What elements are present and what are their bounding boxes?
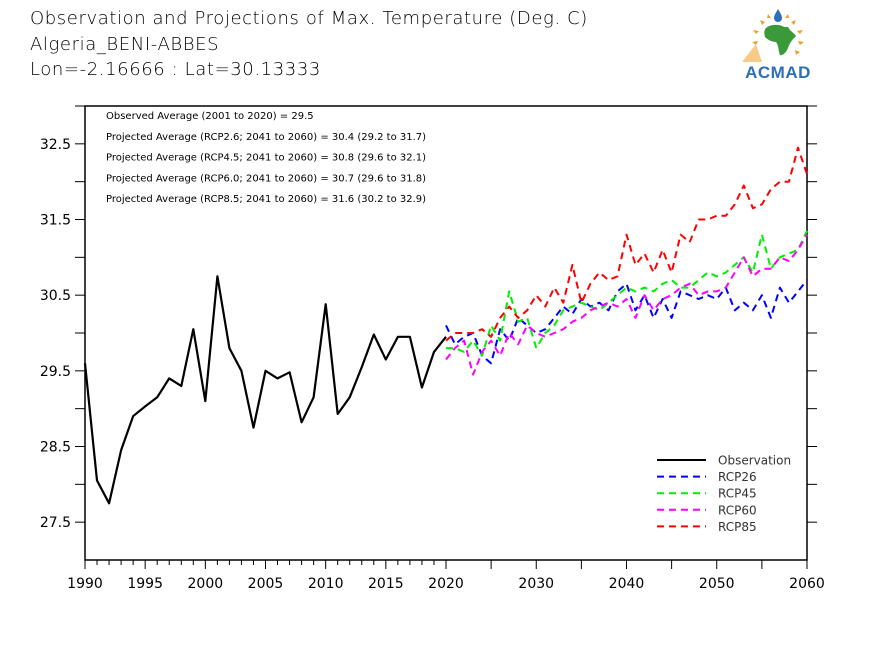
x-tick-label: 1990	[67, 576, 103, 592]
average-annotation: Observed Average (2001 to 2020) = 29.5	[106, 111, 314, 122]
y-tick-label: 30.5	[40, 288, 71, 304]
station-coordinates: Lon=-2.16666 : Lat=30.13333	[30, 59, 321, 80]
legend-label-rcp45: RCP45	[718, 487, 757, 501]
x-tick-label: 2010	[308, 576, 344, 592]
average-annotation: Projected Average (RCP2.6; 2041 to 2060)…	[106, 132, 426, 143]
legend-label-observation: Observation	[718, 454, 791, 468]
x-tick-label: 2060	[789, 576, 825, 592]
legend-label-rcp60: RCP60	[718, 503, 757, 517]
x-tick-label: 2020	[428, 576, 464, 592]
station-name: Algeria_BENI-ABBES	[30, 34, 220, 55]
legend-label-rcp26: RCP26	[718, 470, 757, 484]
sun-rays-icon	[752, 14, 804, 55]
x-tick-label: 2015	[368, 576, 404, 592]
series-line-observation	[83, 275, 447, 505]
x-tick-label: 2005	[248, 576, 284, 592]
africa-logo-icon	[742, 9, 804, 62]
africa-continent-icon	[764, 24, 796, 56]
series-line-rcp85	[445, 146, 808, 342]
series-line-rcp45	[446, 230, 808, 357]
x-tick-label: 2050	[699, 576, 735, 592]
x-tick-label: 2040	[609, 576, 645, 592]
y-tick-label: 31.5	[40, 213, 71, 229]
y-tick-label: 32.5	[40, 137, 71, 153]
x-tick-label: 2000	[188, 576, 224, 592]
legend-label-rcp85: RCP85	[718, 520, 757, 534]
average-annotation: Projected Average (RCP8.5; 2041 to 2060)…	[106, 194, 426, 205]
chart-legend: Observation RCP26 RCP45 RCP60 RCP85	[657, 454, 791, 534]
acmad-logo-text: ACMAD	[745, 63, 811, 82]
water-drop-icon	[774, 9, 782, 22]
y-tick-label: 29.5	[40, 364, 71, 380]
chart-title: Observation and Projections of Max. Temp…	[30, 8, 588, 29]
y-tick-label: 27.5	[40, 515, 71, 531]
series-line-rcp26	[445, 279, 808, 365]
average-annotation: Projected Average (RCP6.0; 2041 to 2060)…	[106, 173, 426, 184]
average-annotation: Projected Average (RCP4.5; 2041 to 2060)…	[106, 153, 426, 164]
series-line-rcp60	[445, 234, 808, 376]
y-tick-label: 28.5	[40, 440, 71, 456]
x-tick-label: 1995	[127, 576, 163, 592]
acmad-logo: ACMAD	[738, 6, 818, 84]
x-tick-label: 2030	[518, 576, 554, 592]
